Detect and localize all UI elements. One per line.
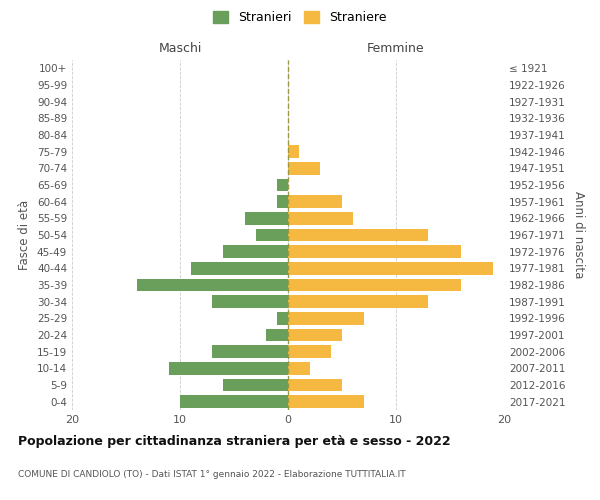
Bar bbox=[288, 229, 428, 241]
Bar bbox=[288, 212, 353, 224]
Bar bbox=[191, 262, 288, 274]
Bar bbox=[288, 346, 331, 358]
Text: Femmine: Femmine bbox=[367, 42, 425, 55]
Bar bbox=[288, 379, 342, 391]
Y-axis label: Fasce di età: Fasce di età bbox=[19, 200, 31, 270]
Bar bbox=[288, 162, 320, 174]
Bar bbox=[212, 346, 288, 358]
Bar bbox=[277, 196, 288, 208]
Legend: Stranieri, Straniere: Stranieri, Straniere bbox=[213, 11, 387, 24]
Bar bbox=[288, 312, 364, 324]
Bar bbox=[277, 179, 288, 192]
Bar bbox=[288, 329, 342, 341]
Bar bbox=[223, 379, 288, 391]
Bar bbox=[180, 396, 288, 408]
Bar bbox=[266, 329, 288, 341]
Bar bbox=[245, 212, 288, 224]
Bar bbox=[288, 296, 428, 308]
Bar bbox=[288, 279, 461, 291]
Bar bbox=[288, 396, 364, 408]
Bar bbox=[256, 229, 288, 241]
Text: Maschi: Maschi bbox=[158, 42, 202, 55]
Bar bbox=[277, 312, 288, 324]
Bar bbox=[288, 196, 342, 208]
Bar bbox=[212, 296, 288, 308]
Text: Popolazione per cittadinanza straniera per età e sesso - 2022: Popolazione per cittadinanza straniera p… bbox=[18, 435, 451, 448]
Bar bbox=[169, 362, 288, 374]
Bar bbox=[223, 246, 288, 258]
Bar bbox=[288, 246, 461, 258]
Y-axis label: Anni di nascita: Anni di nascita bbox=[572, 192, 585, 278]
Bar bbox=[137, 279, 288, 291]
Text: COMUNE DI CANDIOLO (TO) - Dati ISTAT 1° gennaio 2022 - Elaborazione TUTTITALIA.I: COMUNE DI CANDIOLO (TO) - Dati ISTAT 1° … bbox=[18, 470, 406, 479]
Bar bbox=[288, 362, 310, 374]
Bar bbox=[288, 146, 299, 158]
Bar bbox=[288, 262, 493, 274]
